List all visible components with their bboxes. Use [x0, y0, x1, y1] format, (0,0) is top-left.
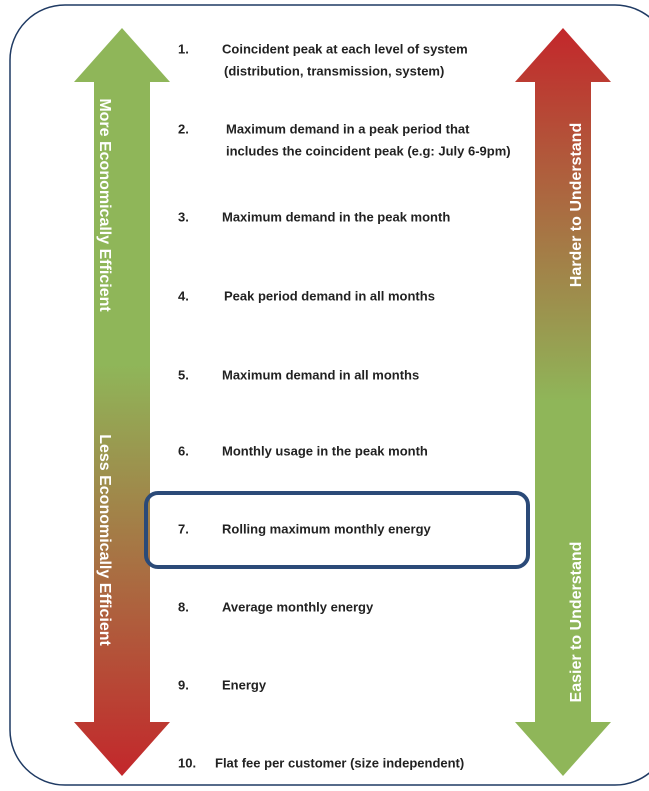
item-number: 8.	[178, 599, 189, 614]
item-number: 7.	[178, 521, 189, 536]
arrow-label: Easier to Understand	[568, 542, 585, 703]
item-text: Monthly usage in the peak month	[222, 443, 428, 458]
frame	[9, 4, 649, 786]
right-arrow	[515, 28, 611, 776]
item-number: 9.	[178, 677, 189, 692]
left-arrow	[74, 28, 170, 776]
item-number: 6.	[178, 443, 189, 458]
item-number: 1.	[178, 41, 189, 56]
item-text: Energy	[222, 677, 267, 692]
item-text: Flat fee per customer (size independent)	[215, 755, 464, 770]
item-text: Maximum demand in the peak month	[222, 209, 450, 224]
item-text: (distribution, transmission, system)	[224, 63, 444, 78]
item-text: Coincident peak at each level of system	[222, 41, 468, 56]
item-text: Rolling maximum monthly energy	[222, 521, 432, 536]
item-number: 10.	[178, 755, 196, 770]
item-number: 5.	[178, 367, 189, 382]
arrow-label: Less Economically Efficient	[96, 434, 113, 646]
arrow-label: More Economically Efficient	[96, 98, 113, 312]
item-text: includes the coincident peak (e.g: July …	[226, 143, 511, 158]
item-text: Peak period demand in all months	[224, 288, 435, 303]
item-text: Average monthly energy	[222, 599, 374, 614]
item-number: 2.	[178, 121, 189, 136]
arrow-label: Harder to Understand	[568, 123, 585, 287]
item-text: Maximum demand in all months	[222, 367, 419, 382]
highlight-box	[144, 491, 530, 569]
item-number: 4.	[178, 288, 189, 303]
item-text: Maximum demand in a peak period that	[226, 121, 470, 136]
item-number: 3.	[178, 209, 189, 224]
